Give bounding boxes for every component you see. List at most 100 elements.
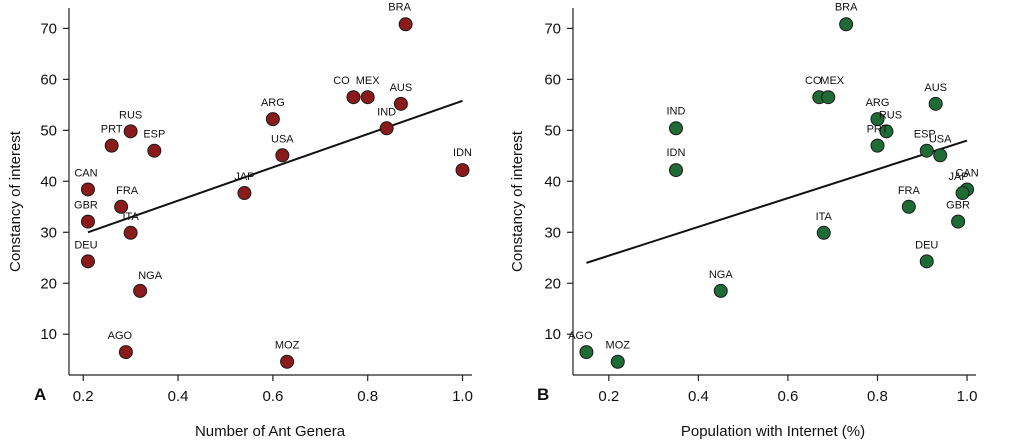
point-label-aus: AUS <box>924 82 947 94</box>
panel-letter: A <box>34 385 46 404</box>
point-label-deu: DEU <box>74 239 97 251</box>
data-point-co <box>346 90 361 105</box>
y-tick-label: 70 <box>544 20 561 37</box>
y-tick-label: 60 <box>40 71 57 88</box>
data-point-idn <box>455 163 470 178</box>
point-label-nga: NGA <box>138 270 163 282</box>
data-point-usa <box>275 148 290 163</box>
y-tick-label: 10 <box>544 326 561 343</box>
point-label-arg: ARG <box>866 97 890 109</box>
point-label-co: CO <box>805 75 822 87</box>
x-tick-label: 0.8 <box>357 388 378 405</box>
point-label-gbr: GBR <box>946 200 970 212</box>
data-point-bra <box>398 17 413 32</box>
point-label-ita: ITA <box>122 211 139 223</box>
y-tick-label: 50 <box>40 122 57 139</box>
y-tick-label: 40 <box>40 173 57 190</box>
y-tick-label: 70 <box>40 20 57 37</box>
y-tick-label: 60 <box>544 71 561 88</box>
point-label-moz: MOZ <box>275 340 300 352</box>
x-tick-label: 0.4 <box>168 388 189 405</box>
point-label-nga: NGA <box>709 269 734 281</box>
x-tick-label: 0.2 <box>598 388 619 405</box>
point-label-usa: USA <box>929 133 952 145</box>
data-point-ago <box>118 345 133 360</box>
data-point-bra <box>839 17 854 32</box>
point-label-gbr: GBR <box>74 200 98 212</box>
point-label-prt: PRT <box>101 124 123 136</box>
x-axis-title: Population with Internet (%) <box>681 423 865 440</box>
data-point-ita <box>123 225 138 240</box>
panel-a-ant-genera: 10 20 30 40 50 60 70 0.2 0.4 0.6 0.8 1.0 Number of A… <box>7 1 473 440</box>
y-axis-title: Constancy of interest <box>509 130 526 272</box>
point-label-idn: IDN <box>453 147 472 159</box>
point-label-bra: BRA <box>835 1 858 13</box>
x-tick-label: 1.0 <box>452 388 473 405</box>
data-point-arg <box>265 112 280 127</box>
data-point-rus <box>879 124 894 139</box>
data-point-jap <box>955 186 970 201</box>
point-label-mex: MEX <box>356 75 381 87</box>
data-point-ago <box>579 345 594 360</box>
point-label-co: CO <box>333 75 350 87</box>
data-point-gbr <box>951 214 966 229</box>
point-label-rus: RUS <box>119 109 142 121</box>
point-label-mex: MEX <box>820 75 845 87</box>
point-label-ind: IND <box>377 106 396 118</box>
data-point-mex <box>360 90 375 105</box>
y-tick-label: 20 <box>40 275 57 292</box>
point-label-ago: AGO <box>108 330 133 342</box>
data-point-esp <box>919 143 934 158</box>
x-tick-label: 0.4 <box>688 388 709 405</box>
point-label-esp: ESP <box>914 129 936 141</box>
point-label-ind: IND <box>667 105 686 117</box>
data-point-idn <box>668 163 683 178</box>
y-tick-label: 50 <box>544 122 561 139</box>
panel-letter: B <box>537 385 549 404</box>
point-label-jap: JAP <box>948 171 968 183</box>
data-point-fra <box>901 199 916 214</box>
point-label-esp: ESP <box>143 129 165 141</box>
x-tick-label: 0.6 <box>778 388 799 405</box>
data-point-aus <box>393 96 408 111</box>
data-point-nga <box>133 283 148 298</box>
data-point-arg <box>870 112 885 127</box>
point-label-can: CAN <box>74 167 97 179</box>
x-tick-label: 1.0 <box>957 388 978 405</box>
y-tick-label: 30 <box>40 224 57 241</box>
y-tick-label: 20 <box>544 275 561 292</box>
y-tick-label: 40 <box>544 173 561 190</box>
point-label-idn: IDN <box>667 147 686 159</box>
data-point-deu <box>80 254 95 269</box>
point-label-aus: AUS <box>390 82 413 94</box>
data-point-ita <box>816 225 831 240</box>
y-tick-label: 10 <box>40 326 57 343</box>
data-point-can <box>80 182 95 197</box>
x-axis-title: Number of Ant Genera <box>195 423 346 440</box>
x-tick-label: 0.6 <box>262 388 283 405</box>
point-label-can: CAN <box>955 167 978 179</box>
x-tick-label: 0.8 <box>867 388 888 405</box>
data-point-prt <box>870 138 885 153</box>
data-point-ind <box>379 121 394 136</box>
data-point-jap <box>237 186 252 201</box>
y-tick-label: 30 <box>544 224 561 241</box>
point-label-prt: PRT <box>867 124 889 136</box>
point-label-ita: ITA <box>816 211 833 223</box>
point-label-rus: RUS <box>879 109 902 121</box>
data-point-moz <box>610 354 625 369</box>
data-point-nga <box>713 283 728 298</box>
data-point-gbr <box>80 214 95 229</box>
data-point-moz <box>280 354 295 369</box>
point-label-fra: FRA <box>898 185 921 197</box>
panel-b-internet-population: 10 20 30 40 50 60 70 0.2 0.4 0.6 0.8 1.0 Population … <box>509 1 979 440</box>
point-label-ago: AGO <box>568 330 593 342</box>
point-label-moz: MOZ <box>606 340 631 352</box>
data-point-usa <box>933 148 948 163</box>
data-point-aus <box>928 96 943 111</box>
x-tick-label: 0.2 <box>73 388 94 405</box>
data-point-fra <box>114 199 129 214</box>
data-point-prt <box>104 138 119 153</box>
data-point-mex <box>821 90 836 105</box>
